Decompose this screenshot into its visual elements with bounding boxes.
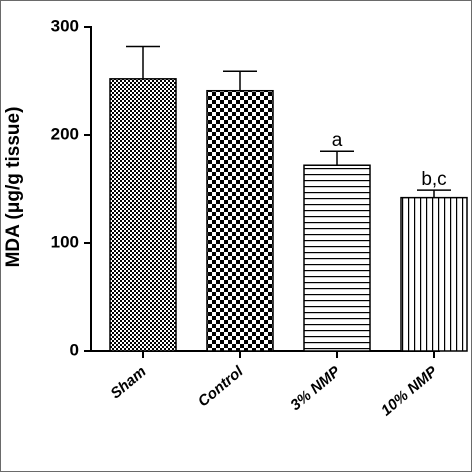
y-tick-label: 200 xyxy=(51,124,79,143)
significance-annotations: a b,c xyxy=(332,130,447,190)
significance-label: b,c xyxy=(421,169,446,190)
y-axis-label: MDA (μg/g tissue) xyxy=(3,107,24,268)
bar-sham xyxy=(109,78,177,352)
y-ticks: 0 100 200 300 xyxy=(51,16,91,359)
significance-label: a xyxy=(332,130,343,151)
x-tick-label: 10% NMP xyxy=(378,362,441,419)
y-tick-label: 300 xyxy=(51,16,79,35)
bars xyxy=(109,78,468,352)
error-bars xyxy=(126,45,451,198)
y-tick-label: 0 xyxy=(70,340,79,359)
bar-control xyxy=(206,89,274,352)
y-tick-label: 100 xyxy=(51,232,79,251)
x-tick-label: 3% NMP xyxy=(287,362,344,414)
x-tick-label: Sham xyxy=(107,363,149,402)
bar-10-nmp xyxy=(400,196,468,352)
x-tick-label: Control xyxy=(195,363,247,411)
x-ticks: Sham Control 3% NMP 10% NMP xyxy=(107,351,441,419)
bar-3-nmp xyxy=(303,164,371,352)
